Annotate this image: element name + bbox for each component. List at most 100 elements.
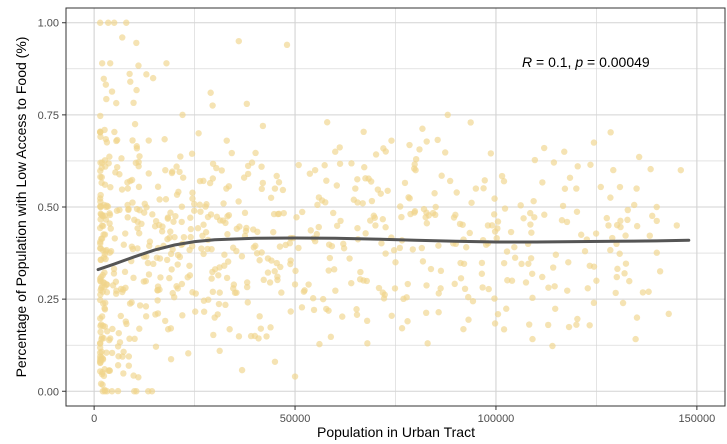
data-point [105, 160, 112, 167]
data-point [255, 335, 262, 342]
data-point [633, 185, 640, 192]
data-point [103, 95, 110, 103]
data-point [189, 195, 196, 202]
data-point [333, 182, 341, 189]
data-point [197, 208, 204, 215]
data-point [112, 278, 120, 285]
data-point [396, 244, 404, 252]
data-point [653, 203, 660, 211]
data-point [354, 176, 361, 183]
data-point [114, 343, 122, 350]
data-point [103, 388, 111, 395]
data-point [291, 281, 299, 288]
data-point [135, 163, 142, 170]
data-point [235, 333, 243, 340]
data-point [274, 210, 282, 218]
data-point [319, 295, 327, 303]
data-point [275, 179, 283, 186]
data-point [518, 260, 525, 268]
data-point [238, 253, 246, 260]
data-point [653, 249, 660, 256]
data-point [118, 186, 126, 193]
data-point [142, 303, 150, 310]
data-point [252, 242, 259, 250]
x-tick-label: 0 [91, 413, 97, 425]
data-point [243, 224, 250, 232]
data-point [130, 99, 137, 107]
data-point [143, 71, 150, 78]
data-point [113, 163, 121, 171]
x-axis-title: Population in Urban Tract [317, 424, 475, 440]
data-point [624, 216, 631, 224]
data-point [134, 225, 141, 232]
data-point [170, 218, 177, 225]
data-point [423, 220, 431, 227]
data-point [441, 149, 449, 156]
data-point [491, 320, 499, 327]
data-point [208, 275, 215, 282]
data-point [126, 70, 133, 78]
data-point [200, 297, 208, 304]
data-point [279, 186, 287, 194]
data-point [98, 371, 106, 378]
data-point [465, 316, 472, 323]
data-point [500, 178, 508, 185]
data-point [528, 270, 536, 277]
r-value: = 0.1, [532, 54, 575, 70]
data-point [384, 187, 391, 194]
data-point [107, 183, 114, 191]
data-point [97, 315, 104, 322]
data-point [491, 195, 498, 202]
data-point [607, 194, 614, 201]
data-point [565, 323, 573, 331]
data-point [336, 144, 343, 151]
data-point [113, 99, 120, 107]
data-point [156, 196, 163, 203]
data-point [365, 175, 372, 182]
data-point [195, 130, 202, 137]
data-point [323, 177, 330, 184]
data-point [461, 285, 469, 293]
data-point [529, 294, 536, 302]
data-point [178, 203, 186, 210]
data-point [98, 179, 105, 186]
data-point [124, 185, 131, 192]
data-point [194, 225, 202, 232]
data-point [422, 214, 429, 221]
data-point [561, 148, 568, 155]
data-point [178, 218, 185, 226]
data-point [360, 128, 367, 136]
data-point [131, 120, 139, 128]
data-point [142, 313, 150, 320]
data-point [145, 137, 152, 144]
data-point [207, 211, 215, 218]
data-point [152, 311, 159, 318]
data-point [179, 174, 187, 181]
data-point [124, 179, 131, 186]
data-point [98, 60, 106, 67]
data-point [584, 285, 591, 292]
data-point [209, 288, 217, 296]
data-point [248, 159, 256, 166]
data-point [267, 194, 275, 201]
r-label: R [522, 54, 532, 70]
data-point [253, 250, 261, 257]
data-point [267, 324, 274, 331]
data-point [222, 301, 229, 309]
data-point [328, 242, 336, 250]
data-point [372, 151, 380, 158]
data-point [260, 276, 267, 284]
data-point [173, 163, 180, 170]
data-point [607, 129, 614, 136]
data-point [117, 312, 124, 320]
data-point [136, 325, 143, 332]
data-point [203, 201, 210, 208]
data-point [388, 312, 395, 319]
data-point [621, 270, 628, 277]
data-point [120, 241, 127, 248]
data-point [406, 195, 413, 202]
data-point [368, 197, 376, 205]
data-point [487, 150, 495, 157]
data-point [231, 289, 239, 296]
data-point [111, 128, 118, 136]
